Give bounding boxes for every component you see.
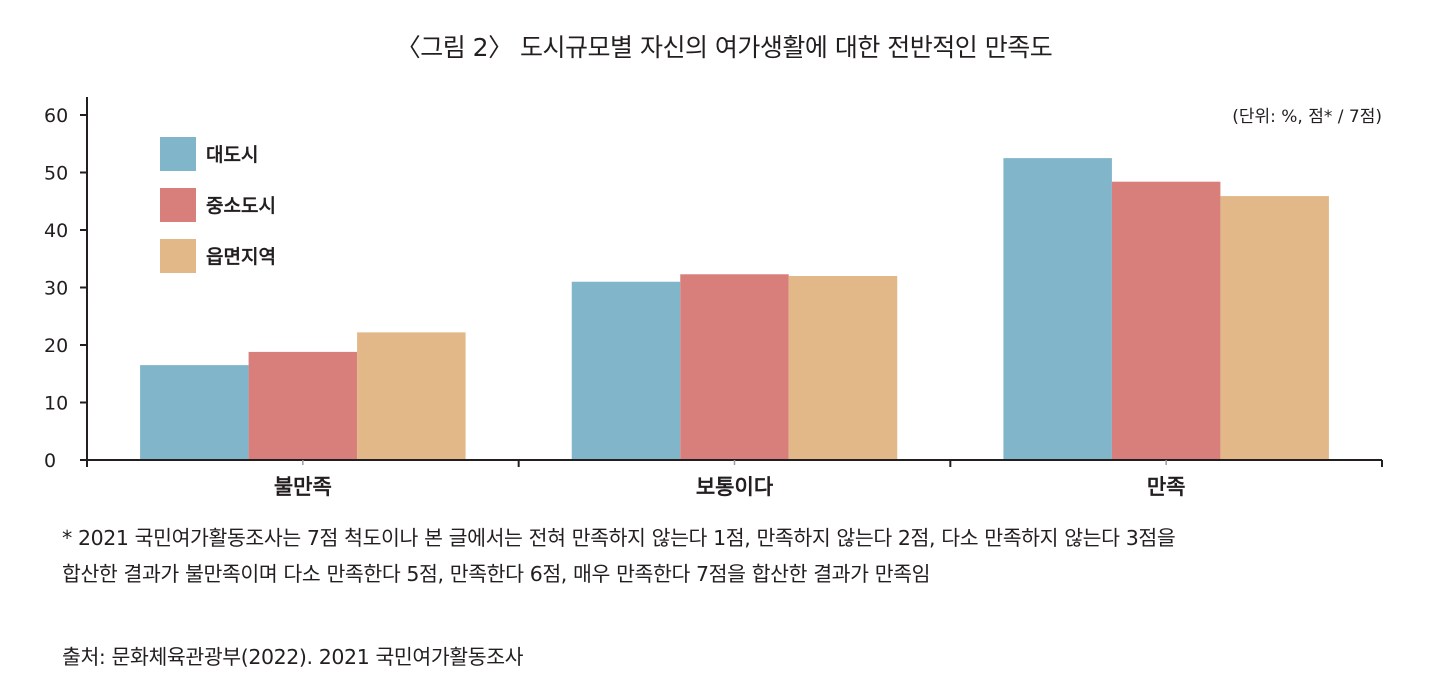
x-axis: 불만족 보통이다 만족 — [86, 459, 1383, 499]
y-tick-label: 10 — [44, 393, 68, 415]
y-tick-label: 50 — [44, 163, 68, 185]
bar — [1220, 196, 1329, 460]
y-tick-label: 60 — [44, 105, 68, 127]
legend-label: 대도시 — [206, 144, 258, 166]
y-tick-label: 40 — [44, 220, 68, 242]
x-category-label: 보통이다 — [696, 475, 774, 499]
bar — [571, 281, 681, 460]
footnote: * 2021 국민여가활동조사는 7점 척도이나 본 글에서는 전혀 만족하지 … — [62, 520, 1422, 592]
x-category-label: 불만족 — [274, 475, 332, 499]
bar — [788, 276, 898, 460]
footnote-line: 합산한 결과가 불만족이며 다소 만족한다 5점, 만족한다 6점, 매우 만족… — [62, 562, 931, 586]
legend-label: 읍면지역 — [206, 246, 276, 268]
y-tick-label: 20 — [44, 335, 68, 357]
y-axis: 0 10 20 30 40 50 60 — [44, 97, 88, 472]
legend-swatch — [160, 188, 196, 222]
footnote-line: * 2021 국민여가활동조사는 7점 척도이나 본 글에서는 전혀 만족하지 … — [62, 526, 1176, 550]
bars — [140, 158, 1329, 460]
bar — [680, 274, 789, 460]
bar — [1003, 158, 1112, 460]
x-category-label: 만족 — [1147, 475, 1186, 499]
source-note: 출처: 문화체육관광부(2022). 2021 국민여가활동조사 — [62, 645, 524, 669]
y-tick-label: 30 — [44, 278, 68, 300]
bar — [140, 365, 249, 460]
legend-label: 중소도시 — [206, 195, 276, 217]
bar — [248, 351, 358, 460]
bar — [1111, 181, 1221, 460]
y-tick-label: 0 — [44, 450, 56, 472]
legend-swatch — [160, 239, 196, 273]
unit-note: (단위: %, 점* / 7점) — [1232, 107, 1382, 127]
legend-swatch — [160, 137, 196, 171]
bar — [357, 332, 466, 460]
chart-title: 〈그림 2〉 도시규모별 자신의 여가생활에 대한 전반적인 만족도 — [395, 33, 1053, 62]
